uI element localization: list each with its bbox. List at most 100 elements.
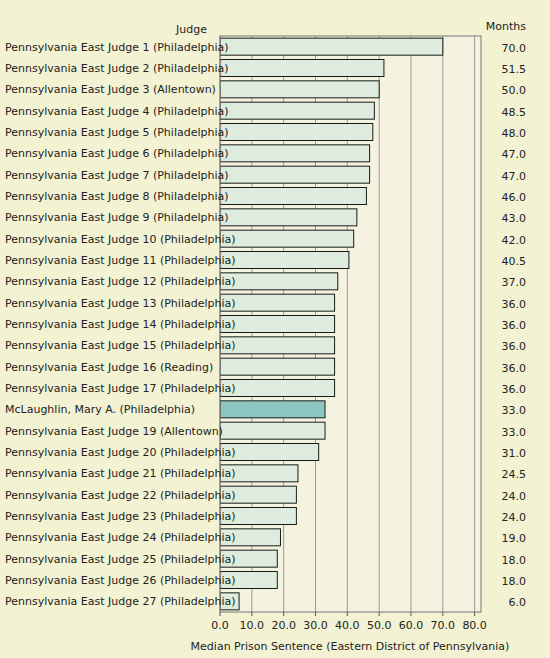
category-label: Pennsylvania East Judge 6 (Philadelphia)	[5, 147, 229, 160]
data-label: 43.0	[502, 212, 527, 225]
tick-label: 80.0	[462, 619, 487, 632]
data-label: 36.0	[502, 383, 527, 396]
category-label: Pennsylvania East Judge 1 (Philadelphia)	[5, 41, 229, 54]
tick-mark	[347, 612, 348, 616]
data-label: 36.0	[502, 319, 527, 332]
tick-mark	[410, 612, 411, 616]
category-label: Pennsylvania East Judge 8 (Philadelphia)	[5, 190, 229, 203]
category-label: Pennsylvania East Judge 12 (Philadelphia…	[5, 275, 236, 288]
data-label: 33.0	[502, 426, 527, 439]
data-label: 51.5	[502, 63, 527, 76]
category-label: Pennsylvania East Judge 24 (Philadelphia…	[5, 531, 236, 544]
tick-label: 50.0	[367, 619, 392, 632]
category-label: Pennsylvania East Judge 26 (Philadelphia…	[5, 574, 236, 587]
tick-mark	[283, 612, 284, 616]
x-axis-title: Median Prison Sentence (Eastern District…	[191, 640, 510, 653]
data-label: 19.0	[502, 532, 527, 545]
category-label: Pennsylvania East Judge 23 (Philadelphia…	[5, 510, 236, 523]
data-label: 42.0	[502, 234, 527, 247]
bar	[220, 145, 370, 162]
tick-label: 0.0	[211, 619, 229, 632]
category-label: Pennsylvania East Judge 3 (Allentown)	[5, 83, 216, 96]
bar	[220, 81, 379, 98]
data-label: 24.0	[502, 511, 527, 524]
bar	[220, 294, 335, 311]
data-label: 47.0	[502, 148, 527, 161]
data-label: 24.5	[502, 468, 527, 481]
tick-mark	[251, 612, 252, 616]
plot-area	[220, 36, 481, 612]
bar	[220, 102, 374, 119]
category-label: Pennsylvania East Judge 21 (Philadelphia…	[5, 467, 236, 480]
category-label: Pennsylvania East Judge 19 (Allentown)	[5, 425, 223, 438]
bar	[220, 316, 335, 333]
tick-mark	[442, 612, 443, 616]
grid-line	[347, 36, 348, 612]
grid-line	[410, 36, 411, 612]
bar	[220, 188, 366, 205]
category-label: Pennsylvania East Judge 5 (Philadelphia)	[5, 126, 229, 139]
data-label: 33.0	[502, 404, 527, 417]
category-label: Pennsylvania East Judge 2 (Philadelphia)	[5, 62, 229, 75]
bar	[220, 60, 384, 77]
category-label: Pennsylvania East Judge 13 (Philadelphia…	[5, 297, 236, 310]
tick-label: 70.0	[431, 619, 456, 632]
category-label: Pennsylvania East Judge 10 (Philadelphia…	[5, 233, 236, 246]
category-label: Pennsylvania East Judge 9 (Philadelphia)	[5, 211, 229, 224]
tick-label: 30.0	[303, 619, 328, 632]
category-label: Pennsylvania East Judge 22 (Philadelphia…	[5, 489, 236, 502]
category-label: Pennsylvania East Judge 14 (Philadelphia…	[5, 318, 236, 331]
bars	[220, 38, 443, 610]
bar	[220, 230, 354, 247]
data-label: 24.0	[502, 490, 527, 503]
data-label: 31.0	[502, 447, 527, 460]
tick-label: 40.0	[335, 619, 360, 632]
category-label: Pennsylvania East Judge 16 (Reading)	[5, 361, 213, 374]
bar	[220, 273, 338, 290]
category-label: Pennsylvania East Judge 25 (Philadelphia…	[5, 553, 236, 566]
bar	[220, 252, 349, 269]
bar	[220, 337, 335, 354]
bar	[220, 209, 357, 226]
tick-mark	[379, 612, 380, 616]
bar	[220, 166, 370, 183]
tick-mark	[315, 612, 316, 616]
data-label: 36.0	[502, 298, 527, 311]
plot-frame	[220, 36, 481, 612]
data-label: 46.0	[502, 191, 527, 204]
bar	[220, 38, 443, 55]
data-label: 37.0	[502, 276, 527, 289]
data-label: 6.0	[509, 596, 527, 609]
category-label: Pennsylvania East Judge 11 (Philadelphia…	[5, 254, 236, 267]
tick-label: 60.0	[399, 619, 424, 632]
data-label: 36.0	[502, 340, 527, 353]
grid-line	[379, 36, 380, 612]
bar	[220, 401, 325, 418]
data-label: 47.0	[502, 170, 527, 183]
tick-mark	[474, 612, 475, 616]
tick-label: 20.0	[271, 619, 296, 632]
data-label: 40.5	[502, 255, 527, 268]
grid-line	[442, 36, 443, 612]
data-label: 18.0	[502, 554, 527, 567]
y-axis-title: Judge	[175, 23, 207, 36]
bar	[220, 422, 325, 439]
data-label: 36.0	[502, 362, 527, 375]
category-label: Pennsylvania East Judge 27 (Philadelphia…	[5, 595, 236, 608]
data-label: 50.0	[502, 84, 527, 97]
bar	[220, 124, 373, 141]
category-label: Pennsylvania East Judge 17 (Philadelphia…	[5, 382, 236, 395]
category-label: McLaughlin, Mary A. (Philadelphia)	[5, 403, 195, 416]
category-label: Pennsylvania East Judge 7 (Philadelphia)	[5, 169, 229, 182]
tick-mark	[220, 612, 221, 616]
data-label: 48.0	[502, 127, 527, 140]
data-label: 70.0	[502, 42, 527, 55]
data-label: 48.5	[502, 106, 527, 119]
tick-label: 10.0	[240, 619, 265, 632]
bar	[220, 358, 335, 375]
category-label: Pennsylvania East Judge 4 (Philadelphia)	[5, 105, 229, 118]
chart: 0.0 10.0 20.0 30.0 40.0 50.0 60.0 70.0 80.0 Penns…	[0, 0, 550, 658]
category-label: Pennsylvania East Judge 15 (Philadelphia…	[5, 339, 236, 352]
data-label: 18.0	[502, 575, 527, 588]
bar	[220, 380, 335, 397]
